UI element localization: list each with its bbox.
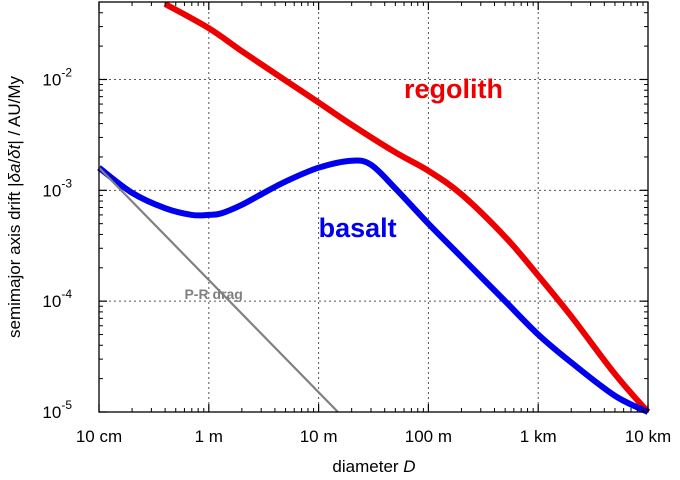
plot-frame — [98, 1, 649, 413]
y-tick-label: 10-3 — [42, 176, 72, 200]
x-tick-label: 100 m — [405, 427, 452, 446]
y-tick-label: 10-2 — [42, 65, 72, 89]
pr-drag-label: P-R drag — [184, 286, 242, 302]
basalt-label: basalt — [319, 213, 397, 243]
y-tick-labels: 10-5 10-4 10-3 10-2 — [42, 65, 72, 422]
y-tick-label: 10-5 — [42, 398, 72, 422]
curves — [97, 1, 651, 415]
series-labels: regolith basalt P-R drag — [184, 74, 503, 302]
y-tick-label: 10-4 — [42, 287, 72, 311]
x-tick-label: 10 km — [625, 427, 671, 446]
regolith-label: regolith — [404, 74, 503, 104]
grid — [99, 2, 648, 412]
regolith-curve — [163, 1, 651, 414]
x-tick-label: 1 m — [195, 427, 223, 446]
basalt-curve — [97, 157, 650, 415]
x-tick-label: 10 m — [300, 427, 338, 446]
y-axis-title: semimajor axis drift |δa/δt| / AU/My — [5, 75, 24, 338]
x-tick-labels: 10 cm 1 m 10 m 100 m 1 km 10 km — [76, 427, 671, 446]
pr-drag-curve — [98, 166, 339, 413]
x-tick-label: 10 cm — [76, 427, 122, 446]
x-tick-label: 1 km — [520, 427, 557, 446]
ticks — [98, 2, 649, 413]
x-axis-title: diameter D — [332, 457, 415, 476]
